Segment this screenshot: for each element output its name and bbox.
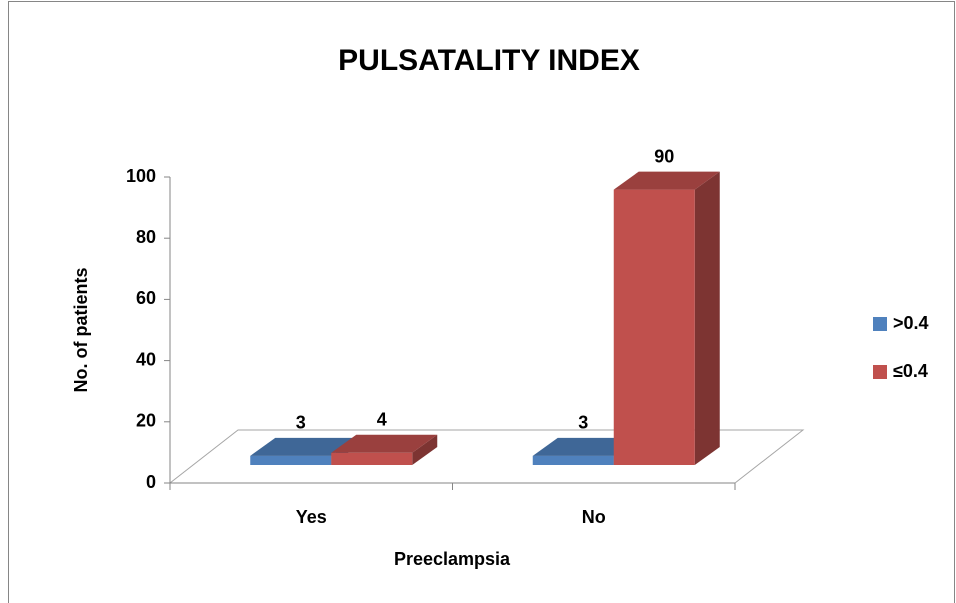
bar <box>532 455 614 465</box>
bar <box>250 455 332 465</box>
y-tick-label: 20 <box>136 411 156 431</box>
y-tick-label: 100 <box>126 166 156 186</box>
y-axis-label: No. of patients <box>71 268 91 393</box>
legend-swatch <box>873 317 887 331</box>
bar-top <box>532 437 639 456</box>
x-tick-label: Yes <box>296 507 327 527</box>
data-label: 3 <box>578 413 588 433</box>
chart-title: PULSATALITY INDEX <box>338 44 640 77</box>
y-tick-label: 60 <box>136 288 156 308</box>
bar-side <box>694 171 720 465</box>
bar-top <box>250 437 357 456</box>
y-tick-label: 0 <box>146 472 156 492</box>
bar <box>613 189 695 465</box>
data-label: 90 <box>654 146 674 166</box>
legend-label: >0.4 <box>893 313 929 333</box>
x-tick-label: No <box>582 507 606 527</box>
y-tick-label: 40 <box>136 349 156 369</box>
x-axis-label: Preeclampsia <box>394 549 511 569</box>
legend-label: ≤0.4 <box>893 361 928 381</box>
legend-swatch <box>873 365 887 379</box>
bar <box>331 452 413 465</box>
bar-top <box>613 171 720 190</box>
bar-top <box>331 434 438 453</box>
chart-frame <box>8 1 955 603</box>
data-label: 3 <box>296 413 306 433</box>
data-label: 4 <box>377 410 387 430</box>
bar-side <box>412 434 438 465</box>
y-tick-label: 80 <box>136 227 156 247</box>
